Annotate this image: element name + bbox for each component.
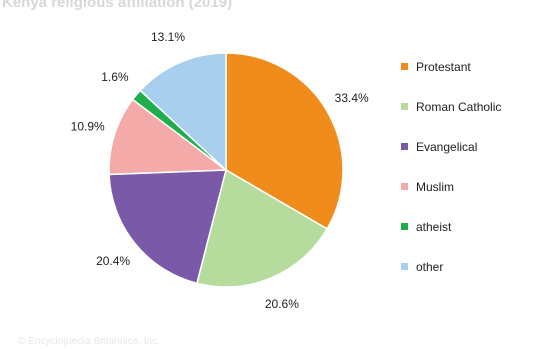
legend-label-muslim: Muslim xyxy=(416,180,454,194)
data-label-other: 13.1% xyxy=(151,30,185,44)
data-label-muslim: 10.9% xyxy=(71,120,105,134)
legend-swatch-protestant xyxy=(401,63,408,70)
data-label-roman-catholic: 20.6% xyxy=(265,297,299,311)
data-label-atheist: 1.6% xyxy=(101,70,129,84)
legend-swatch-muslim xyxy=(401,183,408,190)
legend-label-protestant: Protestant xyxy=(416,60,471,74)
chart-title: Kenya religious affiliation (2019) xyxy=(2,0,233,11)
legend-label-atheist: atheist xyxy=(416,220,452,234)
chart-legend: Protestant Roman Catholic Evangelical Musli… xyxy=(401,60,501,274)
legend-label-other: other xyxy=(416,260,443,274)
legend-swatch-atheist xyxy=(401,223,408,230)
pie-slice-other xyxy=(139,52,227,172)
source-credit: © Encyclopædia Britannica, Inc. xyxy=(18,336,160,347)
pie-slice-protestant xyxy=(225,52,344,230)
legend-swatch-other xyxy=(401,263,408,270)
data-label-evangelical: 20.4% xyxy=(96,254,130,268)
pie-slice-muslim xyxy=(108,98,229,176)
pie-data-labels: 33.4% 20.6% 20.4% 10.9% 1.6% 13.1% xyxy=(71,30,369,311)
legend-swatch-evangelical xyxy=(401,143,408,150)
legend-label-roman-catholic: Roman Catholic xyxy=(416,100,501,114)
data-label-protestant: 33.4% xyxy=(335,91,369,105)
legend-label-evangelical: Evangelical xyxy=(416,140,477,154)
legend-swatch-roman-catholic xyxy=(401,103,408,110)
pie-slices xyxy=(108,52,344,288)
pie-slice-roman-catholic xyxy=(195,168,329,288)
pie-slice-evangelical xyxy=(108,169,227,285)
